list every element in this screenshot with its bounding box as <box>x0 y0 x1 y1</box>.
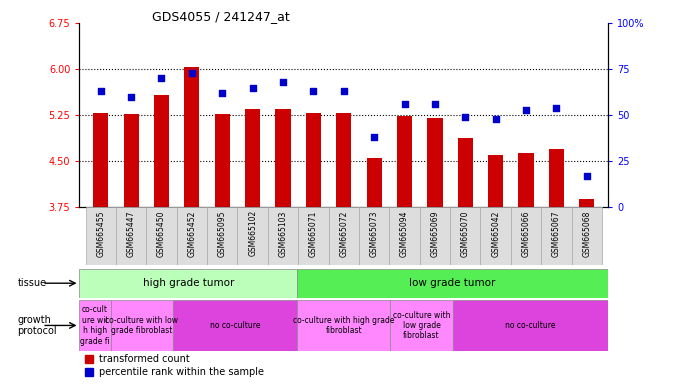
Bar <box>511 207 541 265</box>
Bar <box>450 207 480 265</box>
Bar <box>154 95 169 207</box>
Text: co-culture with
low grade
fibroblast: co-culture with low grade fibroblast <box>392 311 451 340</box>
Bar <box>207 207 238 265</box>
Bar <box>359 207 389 265</box>
Point <box>217 90 228 96</box>
Bar <box>146 207 177 265</box>
Bar <box>276 109 291 207</box>
Text: no co-culture: no co-culture <box>209 321 261 330</box>
Text: GSM665094: GSM665094 <box>400 210 409 257</box>
Point <box>156 75 167 81</box>
Point <box>338 88 349 94</box>
Bar <box>549 149 564 207</box>
Bar <box>124 114 139 207</box>
Text: GSM665452: GSM665452 <box>187 210 196 257</box>
Text: GSM665066: GSM665066 <box>522 210 531 257</box>
Bar <box>579 199 594 207</box>
Text: GSM665095: GSM665095 <box>218 210 227 257</box>
Bar <box>93 113 108 207</box>
Bar <box>390 300 453 351</box>
Bar <box>480 207 511 265</box>
Text: high grade tumor: high grade tumor <box>142 278 234 288</box>
Bar <box>86 207 116 265</box>
Text: low grade tumor: low grade tumor <box>409 278 496 288</box>
Bar <box>111 300 173 351</box>
Bar <box>329 207 359 265</box>
Bar <box>297 269 608 298</box>
Bar <box>571 207 602 265</box>
Text: GSM665067: GSM665067 <box>552 210 561 257</box>
Bar <box>297 300 390 351</box>
Point <box>399 101 410 107</box>
Bar <box>268 207 299 265</box>
Bar <box>419 207 450 265</box>
Text: growth
protocol: growth protocol <box>17 314 57 336</box>
Point <box>429 101 440 107</box>
Point <box>520 107 531 113</box>
Bar <box>397 116 412 207</box>
Bar <box>453 300 608 351</box>
Point <box>95 88 106 94</box>
Text: GSM665455: GSM665455 <box>96 210 105 257</box>
Bar <box>238 207 268 265</box>
Point <box>126 94 137 100</box>
Bar <box>116 207 146 265</box>
Point <box>581 173 592 179</box>
Point <box>551 105 562 111</box>
Bar <box>215 114 230 207</box>
Text: GSM665073: GSM665073 <box>370 210 379 257</box>
Text: GSM665069: GSM665069 <box>430 210 439 257</box>
Text: GSM665042: GSM665042 <box>491 210 500 257</box>
Bar <box>184 67 200 207</box>
Text: no co-culture: no co-culture <box>505 321 556 330</box>
Point <box>278 79 289 85</box>
Bar <box>488 155 503 207</box>
Bar <box>389 207 419 265</box>
Point <box>308 88 319 94</box>
Bar <box>427 118 442 207</box>
Bar <box>177 207 207 265</box>
Bar <box>173 300 297 351</box>
Text: GDS4055 / 241247_at: GDS4055 / 241247_at <box>152 10 290 23</box>
Text: co-cult
ure wit
h high
grade fi: co-cult ure wit h high grade fi <box>80 305 110 346</box>
Bar <box>337 113 351 207</box>
Point <box>368 134 379 141</box>
Bar <box>79 269 297 298</box>
Text: GSM665070: GSM665070 <box>461 210 470 257</box>
Bar <box>79 300 111 351</box>
Text: co-culture with high grade
fibroblast: co-culture with high grade fibroblast <box>293 316 395 335</box>
Bar <box>306 113 321 207</box>
Point <box>490 116 501 122</box>
Bar <box>299 207 329 265</box>
Text: GSM665072: GSM665072 <box>339 210 348 257</box>
Text: GSM665447: GSM665447 <box>126 210 135 257</box>
Text: co-culture with low
grade fibroblast: co-culture with low grade fibroblast <box>105 316 178 335</box>
Bar <box>541 207 571 265</box>
Text: GSM665450: GSM665450 <box>157 210 166 257</box>
Point <box>247 84 258 91</box>
Legend: transformed count, percentile rank within the sample: transformed count, percentile rank withi… <box>84 354 264 377</box>
Text: GSM665102: GSM665102 <box>248 210 257 257</box>
Text: GSM665071: GSM665071 <box>309 210 318 257</box>
Bar <box>366 158 381 207</box>
Bar <box>457 138 473 207</box>
Bar <box>518 153 533 207</box>
Point <box>187 70 198 76</box>
Point <box>460 114 471 120</box>
Text: tissue: tissue <box>17 278 46 288</box>
Text: GSM665068: GSM665068 <box>583 210 591 257</box>
Text: GSM665103: GSM665103 <box>278 210 287 257</box>
Bar <box>245 109 261 207</box>
